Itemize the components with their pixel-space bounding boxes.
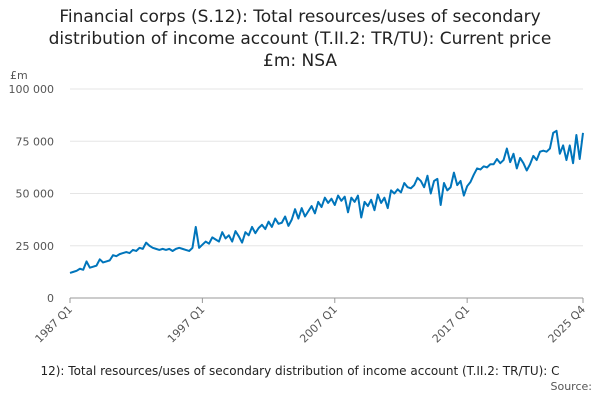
y-unit: £m xyxy=(10,69,28,82)
y-tick-label: 50 000 xyxy=(16,188,55,201)
y-tick-label: 100 000 xyxy=(9,83,55,96)
x-tick-label: 2007 Q1 xyxy=(297,303,340,346)
x-tick-label: 1987 Q1 xyxy=(33,303,76,346)
chart-title: £m: NSA xyxy=(263,51,337,71)
x-tick-label: 1997 Q1 xyxy=(165,303,208,346)
chart-title: Financial corps (S.12): Total resources/… xyxy=(59,7,540,27)
x-tick-label: 2017 Q1 xyxy=(430,303,473,346)
x-tick-label: 2025 Q4 xyxy=(546,303,589,346)
source: Source: xyxy=(551,380,593,393)
chart-title: distribution of income account (T.II.2: … xyxy=(49,29,552,49)
y-tick-label: 75 000 xyxy=(16,135,55,148)
y-tick-label: 0 xyxy=(47,292,54,305)
y-tick-label: 25 000 xyxy=(16,240,55,253)
data-line xyxy=(69,129,584,274)
footer: 12): Total resources/uses of secondary d… xyxy=(40,364,559,378)
